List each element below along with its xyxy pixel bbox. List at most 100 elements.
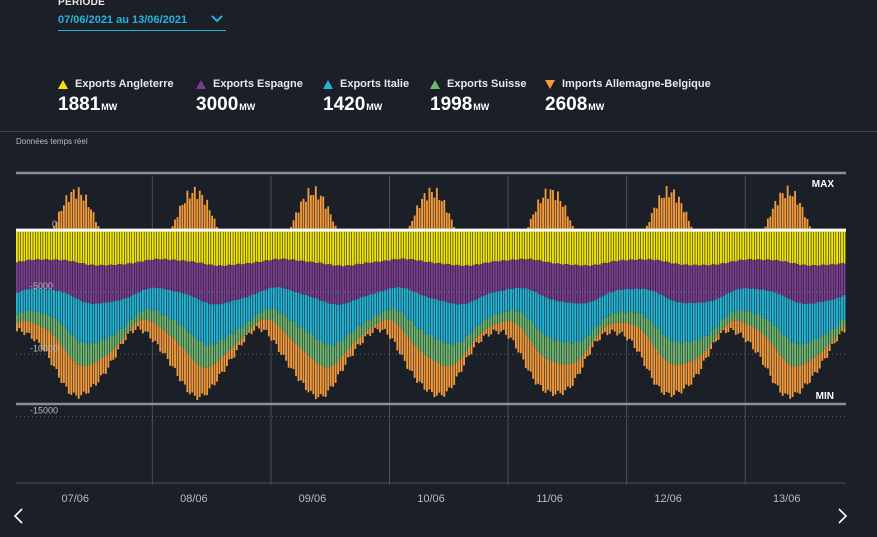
bar-exports-suisse [618, 312, 621, 323]
bar-exports-angleterre [369, 230, 372, 264]
bar-import-peak [665, 186, 668, 231]
bar-exports-italie [636, 288, 638, 314]
bar-imports-allemagne-belgique [626, 322, 629, 341]
period-label: PÉRIODE [58, 0, 106, 8]
bar-imports-allemagne-belgique [97, 360, 100, 383]
bar-imports-allemagne-belgique [57, 341, 60, 378]
bar-exports-italie [107, 302, 110, 338]
bar-exports-italie [243, 297, 246, 327]
bar-exports-italie [280, 287, 283, 314]
bar-import-peak [319, 195, 322, 231]
bar-exports-italie [206, 302, 209, 347]
bar-exports-espagne [692, 264, 695, 304]
bar-imports-allemagne-belgique [85, 366, 88, 394]
bar-exports-espagne [722, 263, 725, 297]
bar-exports-suisse [97, 342, 100, 361]
bar-exports-italie [137, 292, 139, 313]
bar-exports-angleterre [416, 230, 419, 261]
bar-imports-allemagne-belgique [631, 324, 633, 341]
legend-item-exports-italie[interactable]: Exports Italie 1420MW [323, 78, 409, 116]
bar-exports-angleterre [43, 230, 46, 260]
bar-exports-espagne [710, 264, 713, 302]
bar-imports-allemagne-belgique [505, 321, 507, 335]
bar-exports-suisse [171, 319, 174, 338]
bar-exports-suisse [472, 329, 475, 341]
bar-exports-suisse [720, 320, 722, 331]
period-dropdown[interactable]: 07/06/2021 au 13/06/2021 [58, 12, 226, 31]
bar-imports-allemagne-belgique [80, 365, 83, 396]
bar-exports-angleterre [744, 230, 747, 261]
chevron-right-icon[interactable] [834, 505, 850, 527]
bar-exports-suisse [823, 334, 826, 350]
bar-exports-suisse [603, 317, 606, 328]
bar-exports-italie [831, 300, 834, 329]
bar-exports-suisse [490, 317, 493, 327]
bar-exports-suisse [117, 331, 120, 345]
bar-exports-angleterre [354, 230, 357, 265]
bar-exports-italie [594, 300, 596, 327]
bar-imports-allemagne-belgique [250, 327, 253, 335]
bar-exports-angleterre [596, 230, 599, 265]
bar-exports-angleterre [112, 230, 115, 266]
bar-exports-suisse [537, 328, 540, 352]
bar-exports-angleterre [141, 230, 144, 262]
bar-exports-espagne [670, 263, 673, 300]
chevron-left-icon[interactable] [11, 505, 27, 527]
bar-exports-italie [272, 287, 275, 309]
bar-exports-suisse [374, 314, 377, 325]
bar-exports-suisse [369, 320, 372, 329]
bar-exports-italie [507, 289, 510, 313]
legend-name: Imports Allemagne-Belgique [562, 78, 711, 90]
bar-imports-allemagne-belgique [663, 359, 666, 395]
bar-import-peak [453, 227, 456, 231]
bar-exports-espagne [43, 259, 46, 289]
legend-item-exports-espagne[interactable]: Exports Espagne 3000MW [196, 78, 303, 116]
bar-exports-angleterre [638, 230, 641, 260]
bar-exports-italie [364, 296, 367, 322]
bar-exports-suisse [799, 345, 801, 367]
bar-exports-espagne [826, 265, 829, 301]
bar-exports-suisse [33, 312, 36, 324]
bar-exports-suisse [831, 328, 834, 342]
bar-imports-allemagne-belgique [416, 348, 419, 383]
bar-exports-italie [450, 303, 453, 346]
bar-import-peak [435, 187, 438, 231]
bar-exports-italie [764, 290, 767, 319]
bar-exports-angleterre [171, 230, 174, 260]
bar-exports-angleterre [561, 230, 564, 265]
bar-exports-angleterre [670, 230, 673, 264]
bar-exports-suisse [361, 324, 364, 335]
bar-exports-espagne [319, 262, 322, 301]
bar-exports-espagne [183, 260, 186, 294]
bar-import-peak [421, 198, 423, 231]
bar-imports-allemagne-belgique [154, 323, 157, 341]
bar-exports-italie [223, 302, 226, 340]
bar-exports-espagne [687, 265, 690, 303]
bar-exports-suisse [423, 333, 426, 355]
legend-item-imports-allemagne-belgique[interactable]: Imports Allemagne-Belgique 2608MW [545, 78, 711, 116]
bar-exports-espagne [57, 260, 60, 291]
bar-exports-suisse [836, 326, 838, 336]
bar-exports-angleterre [356, 230, 359, 264]
bar-exports-italie [843, 295, 846, 320]
bar-exports-suisse [169, 319, 172, 336]
bar-exports-suisse [485, 318, 488, 329]
legend-item-exports-suisse[interactable]: Exports Suisse 1998MW [430, 78, 526, 116]
bar-imports-allemagne-belgique [695, 358, 698, 374]
bar-exports-suisse [18, 311, 21, 322]
bar-imports-allemagne-belgique [512, 322, 515, 341]
bar-exports-espagne [159, 259, 162, 288]
bar-exports-suisse [621, 310, 624, 323]
legend-item-exports-angleterre[interactable]: Exports Angleterre 1881MW [58, 78, 174, 116]
bar-imports-allemagne-belgique [359, 336, 362, 346]
bar-exports-espagne [640, 259, 643, 289]
bar-imports-allemagne-belgique [260, 319, 263, 332]
bar-import-peak [680, 203, 683, 231]
bar-exports-italie [250, 295, 253, 321]
bar-exports-espagne [396, 259, 399, 288]
bar-exports-italie [673, 300, 675, 343]
bar-imports-allemagne-belgique [653, 346, 656, 385]
bar-exports-suisse [705, 335, 708, 351]
bar-exports-espagne [816, 265, 819, 303]
bar-exports-suisse [448, 342, 451, 366]
